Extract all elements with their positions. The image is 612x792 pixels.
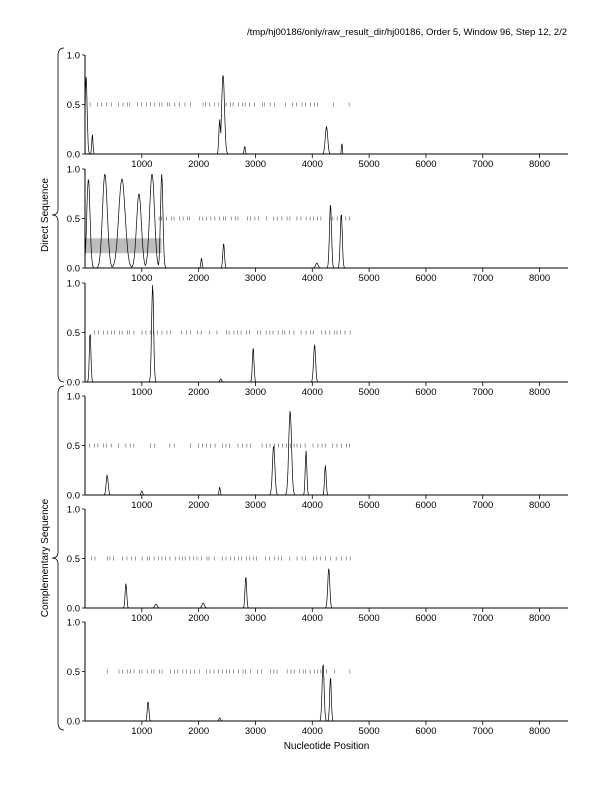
y-tick-label: 0.0 — [67, 378, 80, 389]
x-tick-label: 1000 — [131, 273, 152, 284]
x-tick-label: 1000 — [131, 726, 152, 737]
x-tick-label: 4000 — [302, 613, 323, 624]
x-tick-label: 8000 — [529, 273, 550, 284]
y-tick-label: 1.0 — [67, 279, 80, 290]
x-tick-label: 2000 — [188, 273, 209, 284]
x-tick-label: 2000 — [188, 613, 209, 624]
x-tick-label: 3000 — [245, 726, 266, 737]
signal-trace — [85, 568, 568, 609]
group-label: Direct Sequence — [40, 178, 51, 252]
x-tick-label: 3000 — [245, 500, 266, 511]
x-tick-label: 1000 — [131, 159, 152, 170]
x-tick-label: 5000 — [359, 273, 380, 284]
x-tick-label: 5000 — [359, 613, 380, 624]
page-title: /tmp/hj00186/only/raw_result_dir/hj00186… — [246, 27, 567, 38]
x-tick-label: 5000 — [359, 159, 380, 170]
x-tick-label: 2000 — [188, 159, 209, 170]
x-tick-label: 7000 — [472, 500, 493, 511]
x-tick-label: 5000 — [359, 387, 380, 398]
y-tick-label: 1.0 — [67, 165, 80, 176]
x-tick-label: 1000 — [131, 613, 152, 624]
x-tick-label: 8000 — [529, 726, 550, 737]
x-tick-label: 2000 — [188, 387, 209, 398]
signal-trace — [84, 173, 568, 269]
y-tick-label: 0.0 — [67, 491, 80, 502]
x-tick-label: 5000 — [359, 500, 380, 511]
x-tick-label: 8000 — [529, 613, 550, 624]
x-tick-label: 4000 — [302, 159, 323, 170]
y-tick-label: 0.0 — [67, 604, 80, 615]
x-tick-label: 2000 — [188, 500, 209, 511]
signal-trace — [85, 411, 568, 496]
x-tick-label: 3000 — [245, 273, 266, 284]
y-tick-label: 0.5 — [67, 100, 80, 111]
x-tick-label: 8000 — [529, 387, 550, 398]
y-tick-label: 0.0 — [67, 717, 80, 728]
y-tick-label: 0.5 — [67, 667, 80, 678]
x-tick-label: 3000 — [245, 159, 266, 170]
x-tick-label: 1000 — [131, 387, 152, 398]
x-tick-label: 3000 — [245, 613, 266, 624]
signal-trace — [84, 75, 568, 155]
x-tick-label: 4000 — [302, 387, 323, 398]
group-brace — [51, 47, 65, 383]
x-tick-label: 6000 — [415, 726, 436, 737]
x-tick-label: 7000 — [472, 726, 493, 737]
x-tick-label: 3000 — [245, 387, 266, 398]
y-tick-label: 1.0 — [67, 505, 80, 516]
shaded-region — [85, 238, 162, 254]
x-tick-label: 7000 — [472, 159, 493, 170]
x-tick-label: 5000 — [359, 726, 380, 737]
x-tick-label: 8000 — [529, 500, 550, 511]
x-tick-label: 6000 — [415, 273, 436, 284]
x-tick-label: 7000 — [472, 387, 493, 398]
y-tick-label: 0.5 — [67, 214, 80, 225]
x-tick-label: 1000 — [131, 500, 152, 511]
x-tick-label: 2000 — [188, 726, 209, 737]
y-tick-label: 0.0 — [67, 150, 80, 161]
x-tick-label: 8000 — [529, 159, 550, 170]
signal-trace — [85, 284, 568, 383]
y-tick-label: 0.5 — [67, 554, 80, 565]
group-brace — [51, 385, 65, 731]
y-tick-label: 1.0 — [67, 392, 80, 403]
x-tick-label: 6000 — [415, 387, 436, 398]
x-tick-label: 4000 — [302, 726, 323, 737]
y-tick-label: 1.0 — [67, 51, 80, 62]
x-tick-label: 7000 — [472, 613, 493, 624]
x-axis-label: Nucleotide Position — [284, 741, 370, 752]
x-tick-label: 6000 — [415, 500, 436, 511]
x-tick-label: 6000 — [415, 613, 436, 624]
x-tick-label: 6000 — [415, 159, 436, 170]
y-tick-label: 0.5 — [67, 441, 80, 452]
x-tick-label: 4000 — [302, 273, 323, 284]
x-tick-label: 7000 — [472, 273, 493, 284]
group-label: Complementary Sequence — [40, 498, 51, 617]
y-tick-label: 0.0 — [67, 264, 80, 275]
signal-trace — [85, 664, 568, 722]
y-tick-label: 1.0 — [67, 618, 80, 629]
x-tick-label: 4000 — [302, 500, 323, 511]
y-tick-label: 0.5 — [67, 328, 80, 339]
